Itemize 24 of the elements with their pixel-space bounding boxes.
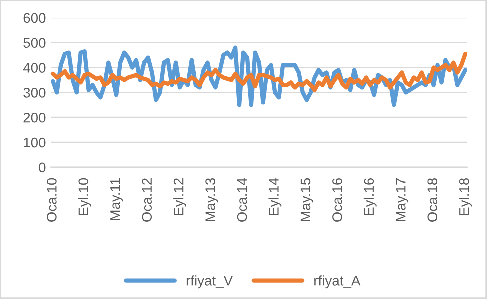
x-tick-label: Eyl.10 — [78, 178, 92, 216]
x-tick-label: Oca.18 — [428, 178, 438, 222]
y-tick-label: 100 — [24, 138, 46, 148]
x-tick-label: Eyl.18 — [459, 178, 472, 216]
y-tick-label: 0 — [39, 162, 46, 173]
x-tick-label: May.11 — [110, 178, 124, 220]
x-tick-label: Oca.10 — [47, 178, 57, 222]
x-tick-label: May.13 — [206, 178, 218, 222]
x-tick-label: Eyl.12 — [174, 178, 186, 216]
x-tick-label: Eyl.14 — [268, 178, 282, 216]
legend-label: rfiyat_V — [186, 276, 234, 289]
x-tick-label: Oca.16 — [332, 178, 342, 222]
y-tick-label: 600 — [24, 13, 46, 24]
x-tick-label: May.17 — [396, 178, 409, 222]
y-tick-label: 300 — [24, 88, 46, 98]
y-tick-label: 500 — [24, 38, 46, 48]
y-tick-label: 400 — [23, 63, 46, 73]
legend-label: rfiyat_A — [314, 276, 361, 289]
line-series — [51, 52, 468, 92]
x-tick-label: Oca.12 — [142, 178, 152, 222]
y-tick-label: 200 — [24, 112, 46, 123]
x-tick-label: Eyl.16 — [364, 178, 377, 216]
x-tick-label: May.15 — [300, 178, 314, 222]
x-tick-label: Oca.14 — [237, 178, 248, 222]
